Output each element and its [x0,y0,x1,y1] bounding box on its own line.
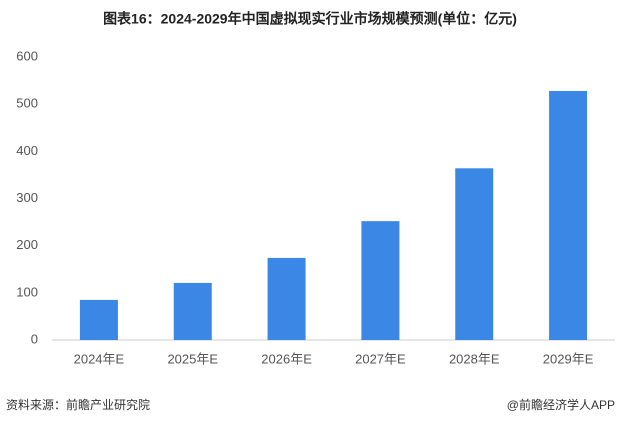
credit: @前瞻经济学人APP [507,397,615,412]
y-tick-label: 400 [16,143,38,158]
chart-title: 图表16：2024-2029年中国虚拟现实行业市场规模预测(单位：亿元) [103,11,517,27]
x-tick-label: 2026年E [261,351,312,366]
y-tick-label: 200 [16,237,38,252]
x-tick-label: 2029年E [543,351,594,366]
x-tick-label: 2024年E [74,351,125,366]
x-tick-label: 2025年E [167,351,218,366]
bar [549,90,588,341]
x-tick-label: 2027年E [355,351,406,366]
bar [267,257,306,340]
bar [455,168,494,340]
bar [173,282,212,340]
y-tick-label: 100 [16,284,38,299]
bar [361,221,400,340]
source: 资料来源：前瞻产业研究院 [6,397,150,412]
y-tick-label: 500 [16,96,38,111]
y-tick-label: 300 [16,190,38,205]
y-tick-label: 600 [16,48,38,63]
x-tick-label: 2028年E [449,351,500,366]
y-tick-label: 0 [31,331,38,346]
bar [79,299,118,340]
